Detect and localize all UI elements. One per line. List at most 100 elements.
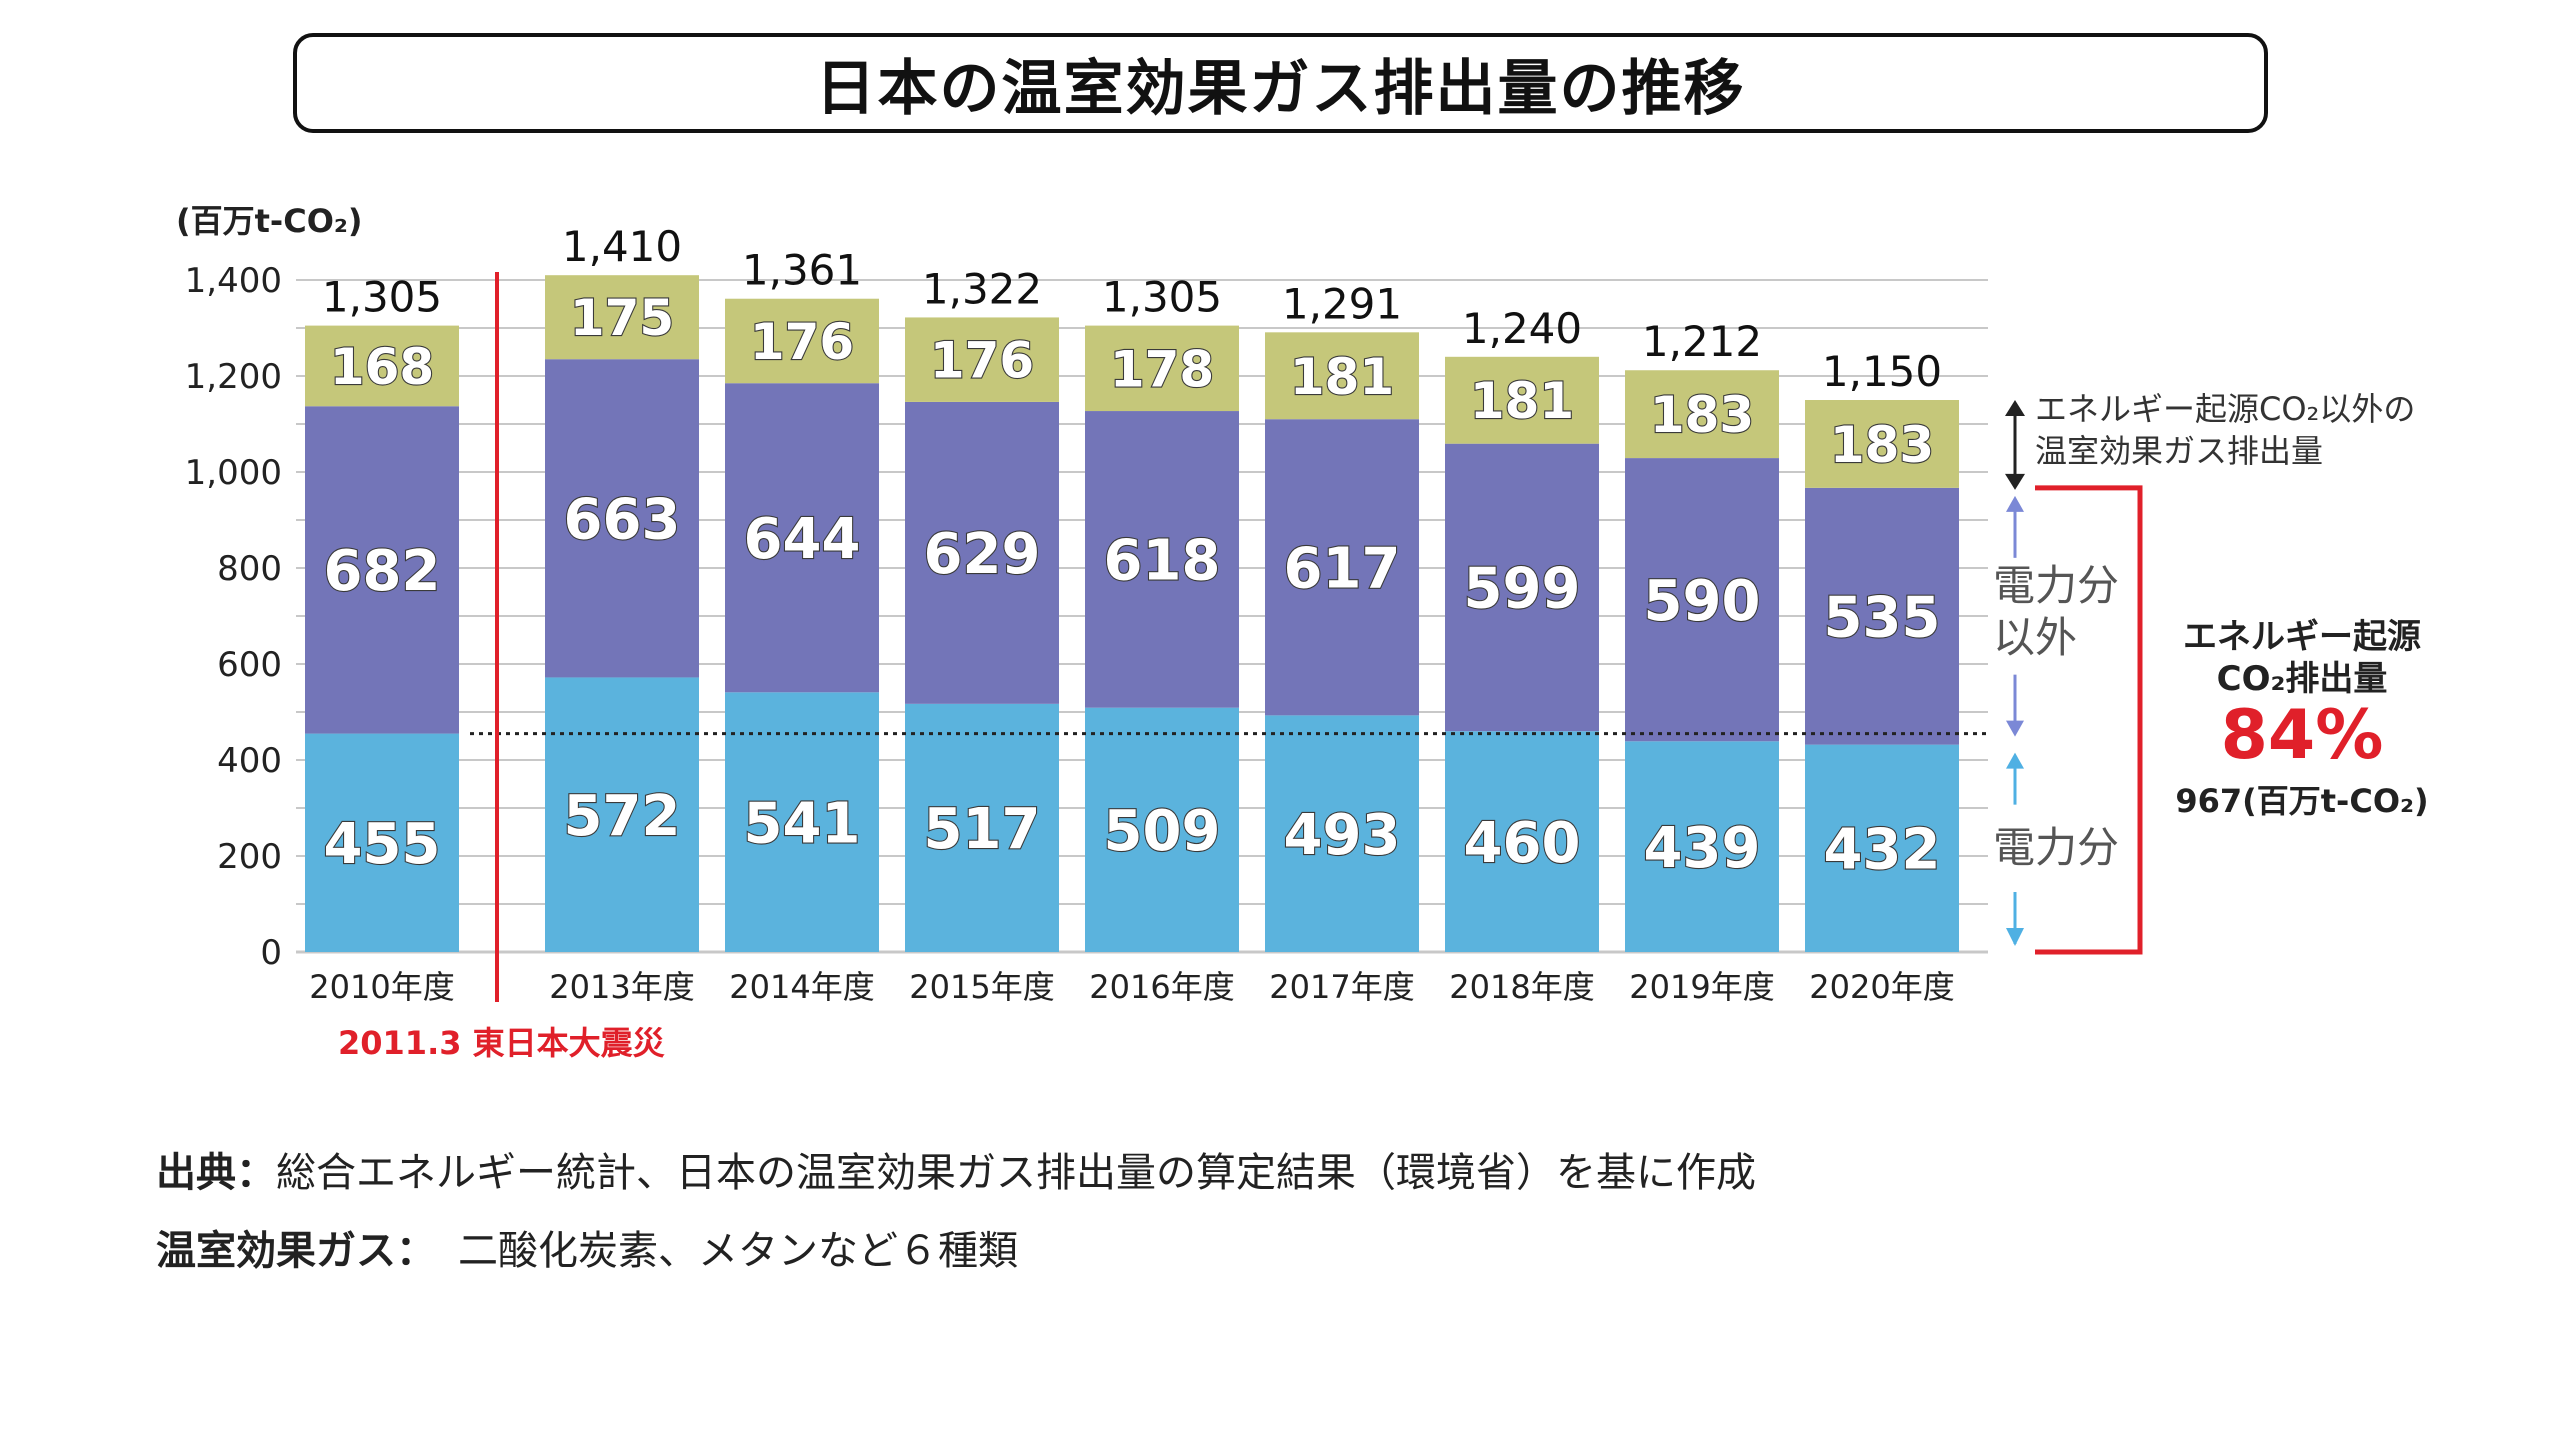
bar-segment-non-power — [305, 406, 459, 734]
power-label: 電力分 — [1993, 823, 2119, 872]
data-label: 618 — [1104, 529, 1221, 594]
source-note: 出典：総合エネルギー統計、日本の温室効果ガス排出量の算定結果（環境省）を基に作成 — [156, 1140, 1756, 1198]
energy-title-line2: CO₂排出量 — [2217, 659, 2388, 699]
arrow-head-down-icon — [2006, 928, 2024, 946]
bar-segment-power — [1445, 731, 1599, 952]
x-tick-label: 2019年度 — [1629, 968, 1774, 1006]
total-label: 1,240 — [1462, 304, 1582, 353]
data-label: 168 — [330, 338, 434, 396]
data-label: 460 — [1464, 811, 1581, 876]
y-tick-labels: 0 200 400 600 800 1,000 1,200 1,400 — [185, 261, 282, 973]
data-label: 439 — [1644, 816, 1761, 881]
total-label: 1,361 — [742, 246, 862, 295]
energy-value: 967(百万t-CO₂) — [2175, 782, 2428, 820]
bar-segment-non-energy — [725, 298, 879, 384]
bar-segment-power — [305, 733, 459, 952]
bar-segment-non-power — [545, 359, 699, 678]
data-label: 176 — [750, 313, 854, 371]
bar-segment-non-energy — [305, 325, 459, 407]
data-label: 493 — [1284, 803, 1401, 868]
total-label: 1,291 — [1282, 279, 1402, 328]
bar-segment-non-power — [1625, 458, 1779, 742]
bar-segment-power — [1805, 744, 1959, 952]
arrow-head-up-icon — [2006, 752, 2024, 769]
data-label: 455 — [324, 812, 441, 877]
bar-segment-non-energy — [1265, 332, 1419, 420]
x-tick-label: 2018年度 — [1449, 968, 1594, 1006]
x-tick-label: 2020年度 — [1809, 968, 1954, 1006]
gas-note: 温室効果ガス： 二酸化炭素、メタンなど６種類 — [156, 1218, 1018, 1276]
bar-segment-non-energy — [545, 275, 699, 360]
arrow-head-up-icon — [2006, 495, 2024, 512]
y-unit-label: (百万t-CO₂) — [176, 202, 363, 240]
y-tick-label: 1,000 — [185, 453, 282, 493]
stacked-bar-chart: 0 200 400 600 800 1,000 1,200 1,400 455 682 168 1,… — [185, 222, 2429, 1062]
energy-bracket — [2035, 485, 2143, 955]
x-tick-label: 2016年度 — [1089, 968, 1234, 1006]
chart-title: 日本の温室効果ガス排出量の推移 — [815, 53, 1746, 124]
data-label: 181 — [1290, 348, 1394, 406]
bar-segment-non-energy — [1445, 356, 1599, 444]
earthquake-label: 2011.3 東日本大震災 — [338, 1024, 666, 1062]
y-tick-label: 0 — [260, 933, 282, 973]
data-label: 644 — [744, 507, 861, 572]
y-tick-label: 1,200 — [185, 357, 282, 397]
data-label: 176 — [930, 332, 1034, 390]
total-label: 1,305 — [322, 273, 442, 322]
y-tick-label: 200 — [217, 837, 282, 877]
energy-title-line1: エネルギー起源 — [2183, 617, 2421, 657]
bar-segment-power — [1085, 707, 1239, 952]
x-tick-label: 2017年度 — [1269, 968, 1414, 1006]
y-tick-label: 1,400 — [185, 261, 282, 301]
total-label: 1,322 — [922, 264, 1042, 313]
y-tick-label: 400 — [217, 741, 282, 781]
data-label: 663 — [564, 487, 681, 552]
total-label: 1,305 — [1102, 273, 1222, 322]
data-label: 175 — [570, 289, 674, 347]
bar-segment-power — [1265, 715, 1419, 952]
data-label: 629 — [924, 522, 1041, 587]
bar-segment-non-power — [1265, 419, 1419, 716]
bar-segment-power — [725, 692, 879, 952]
data-label: 183 — [1830, 416, 1934, 474]
annotations: 2011.3 東日本大震災エネルギー起源CO₂以外の温室効果ガス排出量電力分以外… — [338, 272, 2429, 1062]
data-label: 541 — [744, 791, 861, 856]
data-label: 432 — [1824, 817, 1941, 882]
data-label: 590 — [1644, 569, 1761, 634]
data-label: 617 — [1284, 536, 1401, 601]
y-tick-label: 800 — [217, 549, 282, 589]
bar-segment-non-power — [905, 401, 1059, 704]
bar-segment-power — [1625, 741, 1779, 952]
bar-segment-non-energy — [905, 317, 1059, 402]
total-label: 1,150 — [1822, 347, 1942, 396]
data-label: 181 — [1470, 372, 1574, 430]
bars — [305, 275, 1959, 952]
bar-segment-non-energy — [1625, 370, 1779, 459]
bar-segment-power — [545, 677, 699, 952]
bar-segment-non-power — [1805, 487, 1959, 745]
data-label: 517 — [924, 797, 1041, 862]
total-label: 1,410 — [562, 222, 682, 271]
bar-segment-non-energy — [1805, 400, 1959, 488]
non-energy-label-line2: 温室効果ガス排出量 — [2035, 432, 2323, 470]
non-power-label-line1: 電力分 — [1993, 561, 2119, 610]
x-tick-labels: 2010年度 2013年度 2014年度 2015年度 2016年度 2017年度 2018… — [309, 968, 1954, 1006]
bar-segment-non-power — [1445, 443, 1599, 732]
arrow-head-down-icon — [2006, 720, 2024, 737]
gas-text: 二酸化炭素、メタンなど６種類 — [458, 1228, 1018, 1274]
data-label: 183 — [1650, 386, 1754, 444]
bar-segment-non-energy — [1085, 325, 1239, 412]
x-tick-label: 2014年度 — [729, 968, 874, 1006]
gas-label: 温室効果ガス： — [156, 1228, 436, 1274]
data-label: 682 — [324, 539, 441, 604]
data-label: 509 — [1104, 799, 1221, 864]
arrow-head-up-icon — [2005, 400, 2025, 416]
x-tick-label: 2015年度 — [909, 968, 1054, 1006]
data-label: 572 — [564, 784, 681, 849]
chart-title-box: 日本の温室効果ガス排出量の推移 — [293, 33, 2268, 133]
energy-share: 84% — [2221, 696, 2384, 775]
non-energy-label-line1: エネルギー起源CO₂以外の — [2035, 390, 2415, 428]
x-tick-label: 2013年度 — [549, 968, 694, 1006]
bar-segment-power — [905, 703, 1059, 952]
data-label: 178 — [1110, 340, 1214, 398]
